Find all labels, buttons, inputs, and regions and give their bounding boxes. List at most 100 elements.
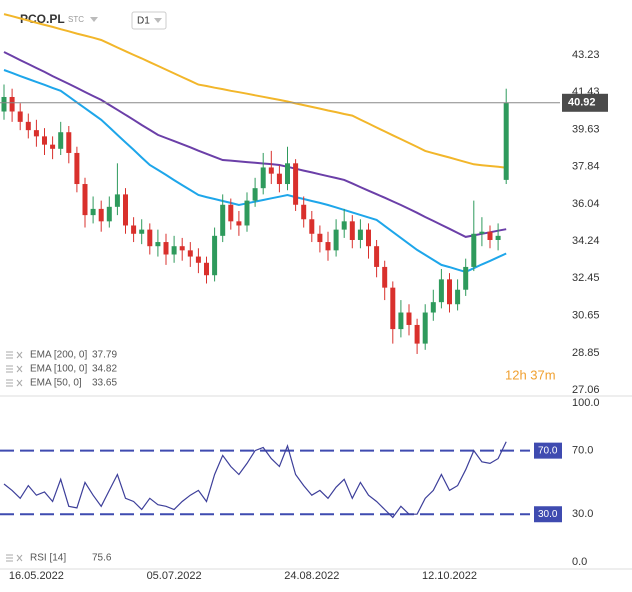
candle-body	[33, 130, 39, 137]
timeframe-box[interactable]	[131, 11, 167, 30]
symbol: PCO.PL	[20, 12, 65, 26]
candle-body	[414, 324, 420, 344]
candle-body	[487, 231, 493, 240]
candle-body	[179, 246, 185, 251]
candle-body	[98, 208, 104, 222]
candle-body	[447, 279, 452, 305]
x-tick-label: 05.07.2022	[147, 570, 202, 582]
candle-body	[374, 246, 380, 267]
candle-body	[252, 188, 258, 201]
candle-body	[382, 266, 388, 288]
candle-body	[17, 111, 23, 122]
candle-body	[123, 194, 128, 226]
y-tick-label: 27.06	[572, 384, 600, 396]
x-tick-label: 12.10.2022	[422, 570, 477, 582]
candle-body	[341, 221, 347, 230]
y-tick-label: 37.84	[572, 161, 600, 173]
candle-body	[285, 163, 290, 185]
level-box	[534, 442, 562, 459]
candle-body	[325, 242, 331, 251]
candle-body	[236, 221, 242, 226]
candle-body	[204, 262, 209, 276]
candle-body	[131, 225, 137, 234]
candle-body	[163, 242, 169, 255]
x-tick-label: 24.08.2022	[284, 570, 339, 582]
candle-body	[50, 144, 56, 149]
candle-body	[398, 312, 404, 330]
y-tick-label: 30.0	[572, 508, 593, 520]
level-box	[534, 506, 562, 523]
candle-body	[244, 200, 250, 226]
candle-body	[74, 152, 80, 185]
ema-line	[3, 13, 507, 169]
countdown: 12h 37m	[505, 367, 556, 382]
candle-body	[228, 204, 234, 222]
candle-body	[220, 204, 226, 236]
candle-body	[42, 136, 47, 145]
candle-body	[430, 302, 436, 313]
y-tick-label: 0.0	[572, 556, 587, 568]
candle-body	[195, 256, 201, 263]
market: STC	[68, 15, 84, 24]
candle-body	[471, 233, 477, 267]
candle-body	[503, 102, 509, 180]
legend-value: 33.65	[92, 378, 117, 389]
legend-name: EMA [100, 0]	[30, 364, 87, 375]
legend-name: EMA [50, 0]	[30, 378, 82, 389]
candle-body	[276, 173, 282, 185]
y-tick-label: 30.65	[572, 310, 600, 322]
y-tick-label: 32.45	[572, 272, 600, 284]
level-label: 70.0	[538, 445, 558, 456]
y-tick-label: 28.85	[572, 347, 600, 359]
y-tick-label: 100.0	[572, 397, 600, 409]
candle-body	[422, 312, 428, 344]
dropdown-icon	[154, 18, 162, 23]
candle-body	[309, 219, 315, 234]
candle-body	[438, 279, 444, 303]
candle-body	[495, 235, 501, 240]
ema-line	[3, 51, 507, 238]
last-price-label: 40.92	[568, 97, 596, 109]
candle-body	[90, 208, 96, 216]
candle-body	[155, 242, 161, 247]
legend-value: 37.79	[92, 350, 117, 361]
dropdown-icon[interactable]	[90, 17, 98, 22]
legend-value: 34.82	[92, 364, 117, 375]
candle-body	[1, 96, 7, 112]
candle-body	[390, 287, 396, 330]
legend-name: RSI [14]	[30, 553, 66, 564]
candle-body	[106, 206, 112, 222]
y-tick-label: 43.23	[572, 49, 600, 61]
legend-icon	[6, 365, 23, 373]
candle-body	[114, 194, 120, 207]
candle-body	[317, 233, 323, 243]
legend-icon	[6, 379, 23, 387]
candle-body	[212, 235, 218, 276]
candle-body	[58, 132, 64, 149]
y-tick-label: 70.0	[572, 445, 593, 457]
timeframe: D1	[137, 16, 150, 27]
candle-body	[66, 132, 72, 153]
y-tick-label: 34.24	[572, 235, 600, 247]
candle-body	[366, 229, 371, 247]
candle-body	[293, 163, 299, 205]
candle-body	[268, 167, 274, 174]
x-tick-label: 16.05.2022	[9, 570, 64, 582]
candle-body	[479, 231, 485, 234]
candle-body	[25, 121, 31, 131]
legend-name: EMA [200, 0]	[30, 350, 87, 361]
candle-body	[406, 312, 412, 325]
candle-body	[147, 229, 153, 247]
candle-body	[9, 96, 15, 112]
candle-body	[301, 204, 307, 220]
candle-body	[171, 246, 177, 255]
candle-body	[187, 250, 193, 257]
candle-body	[455, 289, 461, 305]
candle-body	[333, 229, 339, 251]
candle-body	[349, 221, 355, 240]
rsi-line	[3, 441, 507, 519]
level-label: 30.0	[538, 509, 558, 520]
y-tick-label: 39.63	[572, 123, 600, 135]
y-tick-label: 36.04	[572, 198, 600, 210]
